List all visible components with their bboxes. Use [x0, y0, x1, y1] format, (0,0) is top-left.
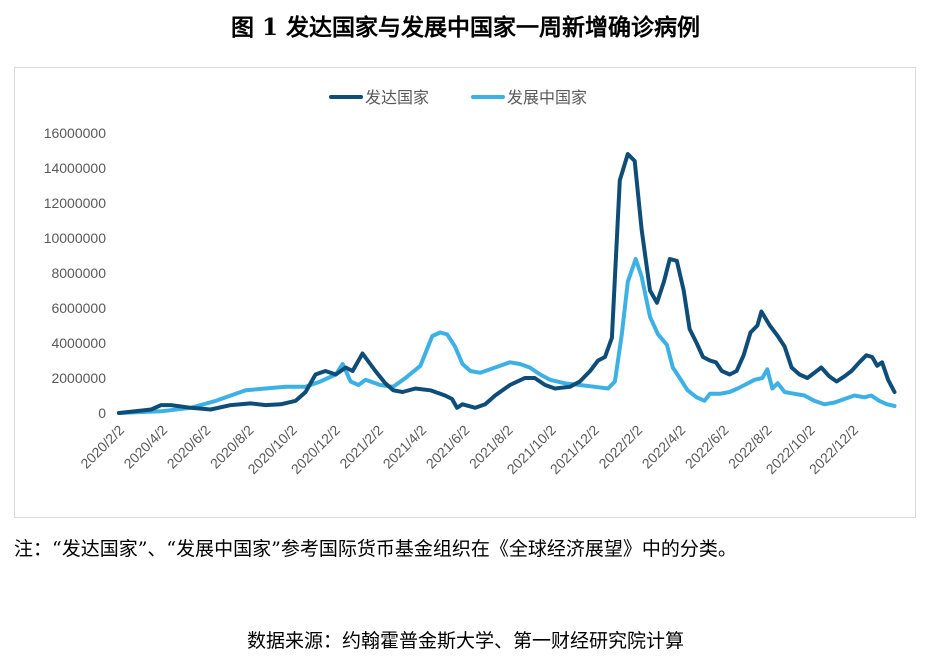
y-tick-label: 4000000 [51, 335, 106, 351]
y-tick-label: 16000000 [44, 125, 107, 141]
chart-frame: 0 2000000 4000000 6000000 8000000 10000000 120… [14, 67, 916, 518]
y-tick-label: 10000000 [44, 230, 107, 246]
y-tick-label: 0 [98, 405, 106, 421]
y-tick-label: 6000000 [51, 300, 106, 316]
y-tick-label: 2000000 [51, 370, 106, 386]
figure-title: 图 1 发达国家与发展中国家一周新增确诊病例 [230, 14, 701, 41]
y-tick-label: 14000000 [44, 160, 107, 176]
y-tick-label: 12000000 [44, 195, 107, 211]
x-tick-label: 2020/6/2 [164, 422, 214, 472]
y-tick-label: 8000000 [51, 265, 106, 281]
series-line-developing [117, 257, 897, 415]
legend-label: 发展中国家 [507, 88, 587, 107]
series-line-developed [117, 152, 897, 415]
x-tick-label: 2021/6/2 [423, 422, 473, 472]
figure-note: 注：“发达国家”、“发展中国家”参考国际货币基金组织在《全球经济展望》中的分类。 [14, 538, 737, 560]
x-tick-label: 2021/2/2 [336, 422, 386, 472]
legend-label: 发达国家 [365, 88, 429, 107]
data-source: 数据来源：约翰霍普金斯大学、第一财经研究院计算 [246, 630, 684, 652]
x-tick-label: 2022/6/2 [682, 422, 732, 472]
x-tick-label: 2021/4/2 [380, 422, 430, 472]
x-tick-label: 2022/2/2 [595, 422, 645, 472]
line-chart: 0 2000000 4000000 6000000 8000000 10000000 120… [44, 88, 897, 477]
x-tick-label: 2022/4/2 [639, 422, 689, 472]
x-tick-label: 2020/2/2 [77, 422, 127, 472]
x-tick-label: 2020/4/2 [120, 422, 170, 472]
